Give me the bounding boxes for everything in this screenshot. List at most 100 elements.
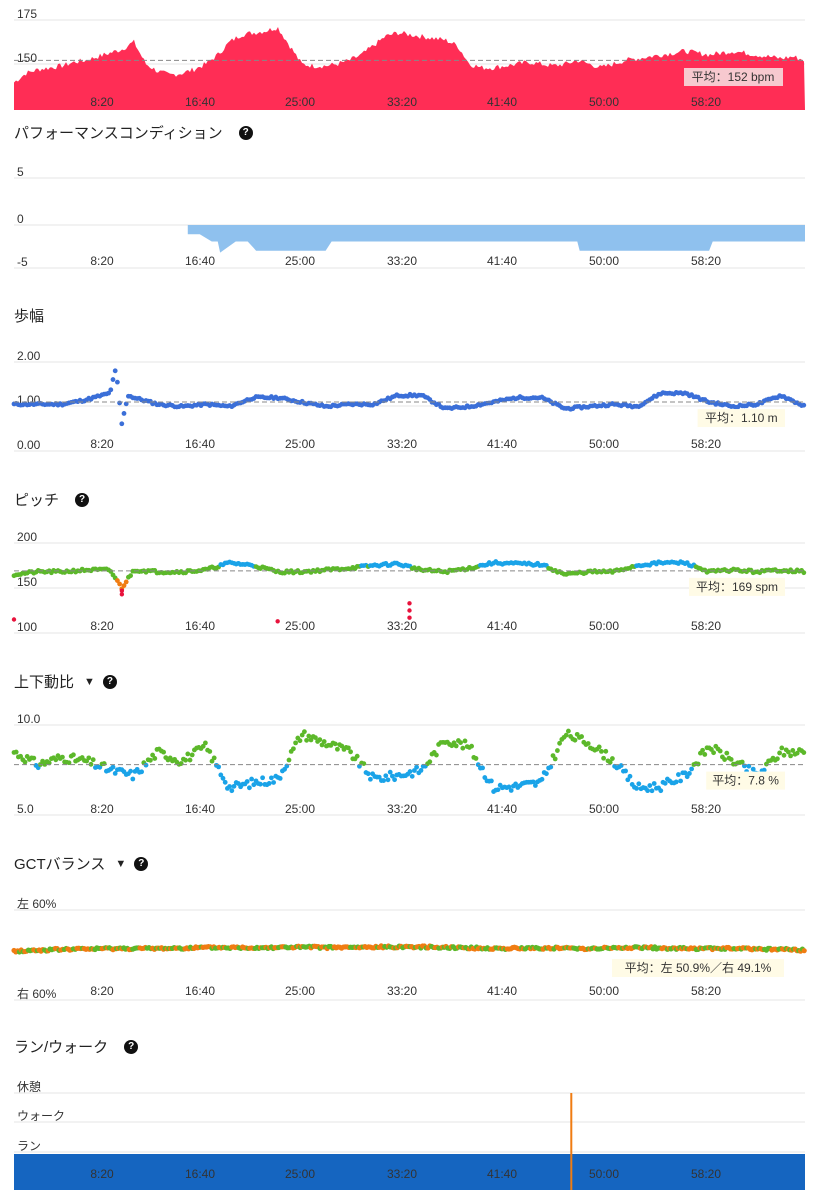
y-tick-label: 100 [17,620,37,634]
x-tick-label: 41:40 [487,984,517,998]
vr-point [130,776,136,782]
vr-point [110,764,116,770]
x-tick-label: 33:20 [387,254,417,268]
stride-point [115,379,120,385]
section-title-stride: 歩幅 [14,305,44,326]
stride-average-label: 平均：1.10 m [705,411,778,425]
x-tick-label: 16:40 [185,802,215,816]
vr-point [227,784,233,789]
vr-point [458,740,463,745]
vr-point [781,752,787,758]
vr-point [203,740,208,746]
vr-point [22,759,28,765]
vr-point [702,752,708,757]
help-icon[interactable]: ? [238,125,253,140]
y-tick-label: 右 60% [17,986,57,1001]
vr-point [728,757,734,762]
y-tick-label: 150 [17,575,37,589]
vr-point [601,755,606,761]
help-icon[interactable]: ? [102,674,117,689]
vr-point [687,771,692,776]
vr-point [31,755,37,761]
vr-point [480,765,485,771]
vr-point [53,757,59,763]
vr-point [385,777,391,783]
x-tick-label: 16:40 [185,984,215,998]
vr-point [216,764,222,770]
stride-point [123,401,129,407]
vr-point [786,749,791,755]
x-tick-label: 8:20 [90,619,114,633]
x-tick-label: 41:40 [487,619,517,633]
help-icon[interactable]: ? [75,492,90,507]
vr-point [651,781,657,786]
vr-point [557,740,562,746]
pitch-outlier-point [275,619,280,624]
vr-title: 上下動比 [14,674,75,691]
x-tick-label: 25:00 [285,1167,315,1181]
y-tick-label: ウォーク [17,1109,65,1123]
gct-title: GCTバランス [14,856,106,873]
vr-point [607,759,613,765]
vr-point [779,745,785,751]
help-icon[interactable]: ? [134,856,149,871]
vr-point [746,763,752,769]
vr-point [200,743,206,749]
vr-point [695,761,701,767]
x-tick-label: 50:00 [589,1167,619,1181]
section-title-perf: パフォーマンスコンディション ? [14,122,253,143]
x-tick-label: 25:00 [285,254,315,268]
stride-point [112,368,118,374]
vr-point [530,779,536,785]
vr-point [71,752,76,758]
vr-point [381,778,386,783]
x-tick-label: 33:20 [387,95,417,109]
x-tick-label: 25:00 [285,802,315,816]
vr-point [801,750,807,755]
x-tick-label: 58:20 [691,1167,721,1181]
vr-point [418,768,424,773]
help-icon[interactable]: ? [124,1039,139,1054]
gct-average-label: 平均：左 50.9%／右 49.1% [625,960,772,975]
x-tick-label: 50:00 [589,802,619,816]
vr-point [645,788,650,794]
vr-point [603,748,609,754]
heart-rate-area [14,27,805,111]
vr-point [495,787,501,793]
y-tick-label: 0 [17,212,24,226]
vr-point [618,763,624,768]
x-tick-label: 25:00 [285,95,315,109]
section-title-vr[interactable]: 上下動比 ▼ ? [14,671,117,692]
vr-point [392,777,397,783]
vr-point [277,775,283,781]
x-tick-label: 8:20 [90,984,114,998]
x-tick-label: 41:40 [487,254,517,268]
x-tick-label: 8:20 [90,437,114,451]
vr-point [722,757,727,762]
y-tick-label: ラン [17,1139,41,1153]
section-title-gct[interactable]: GCTバランス ▼ ? [14,853,149,874]
pitch-outlier-point [11,617,17,622]
pitch-outlier-point [407,615,412,620]
vr-point [249,776,255,782]
vr-point [724,750,730,756]
pitch-point [115,578,120,583]
y-tick-label: 左 60% [17,896,57,911]
rw-title: ラン/ウォーク [14,1039,109,1056]
y-tick-label: 2.00 [17,349,41,363]
chevron-down-icon[interactable]: ▼ [115,857,127,870]
vr-point [86,755,92,761]
vr-point [313,735,318,741]
vr-point [434,752,439,758]
x-tick-label: 41:40 [487,1167,517,1181]
x-tick-label: 16:40 [185,95,215,109]
x-tick-label: 25:00 [285,619,315,633]
vr-point [247,785,252,791]
vr-point [508,788,514,793]
vr-point [317,737,323,743]
pitch-outlier-point [407,608,412,613]
vr-point [348,749,353,755]
pitch-point [128,573,134,579]
chevron-down-icon[interactable]: ▼ [84,675,95,688]
